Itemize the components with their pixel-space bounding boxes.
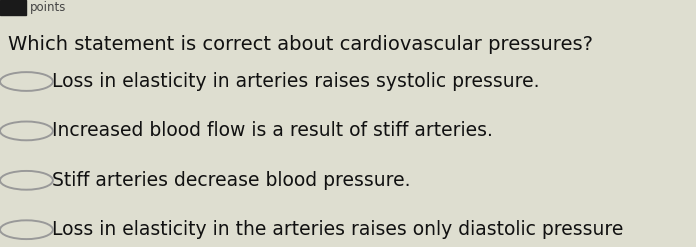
Text: Loss in elasticity in arteries raises systolic pressure.: Loss in elasticity in arteries raises sy… [52, 72, 539, 91]
Text: Which statement is correct about cardiovascular pressures?: Which statement is correct about cardiov… [8, 35, 594, 54]
Text: Loss in elasticity in the arteries raises only diastolic pressure: Loss in elasticity in the arteries raise… [52, 220, 624, 239]
Text: Increased blood flow is a result of stiff arteries.: Increased blood flow is a result of stif… [52, 122, 493, 140]
Text: Stiff arteries decrease blood pressure.: Stiff arteries decrease blood pressure. [52, 171, 411, 190]
Bar [0, 0, 26, 15]
Text: points: points [30, 1, 66, 14]
